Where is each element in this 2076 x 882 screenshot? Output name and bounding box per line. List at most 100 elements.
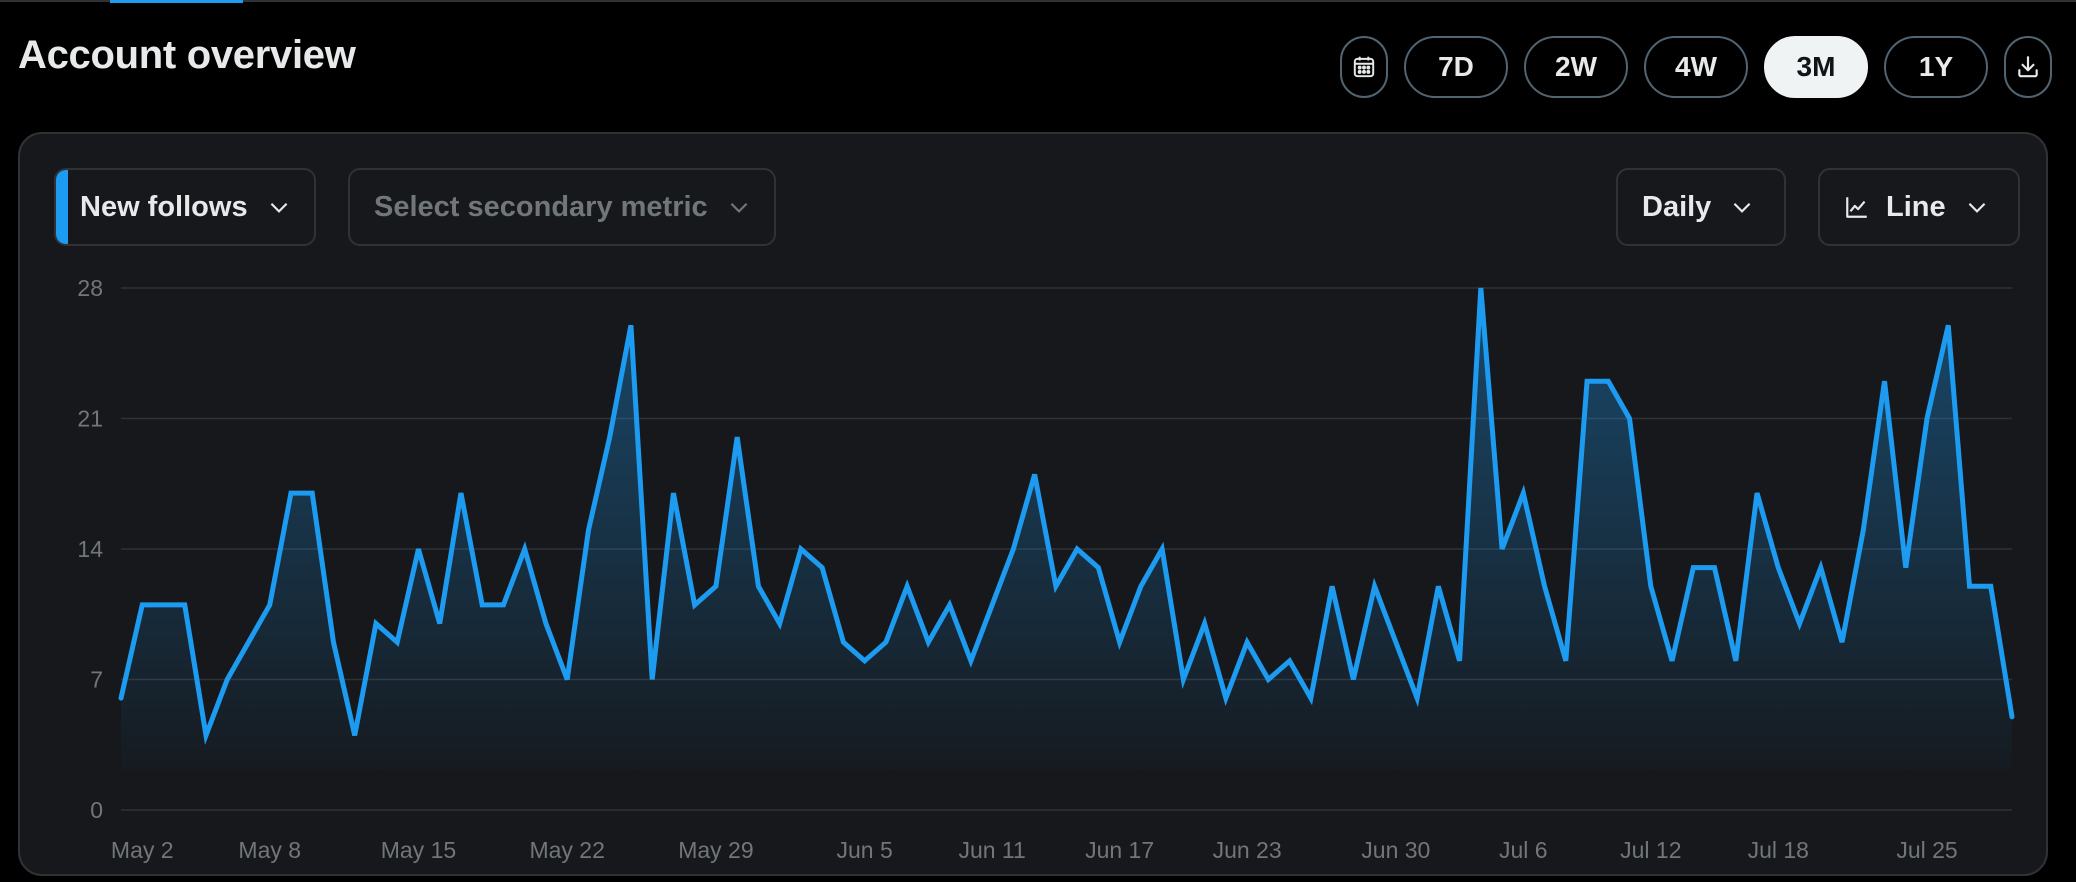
frequency-label: Daily (1642, 190, 1712, 223)
y-tick-label: 28 (77, 275, 103, 301)
x-tick-label: Jun 23 (1213, 837, 1282, 863)
data-point (1032, 472, 1037, 477)
data-point (1585, 379, 1590, 384)
data-point (1988, 584, 1993, 589)
data-point (1436, 584, 1441, 589)
data-point (1096, 565, 1101, 570)
x-tick-label: Jul 18 (1748, 837, 1809, 863)
data-point (1818, 565, 1823, 570)
data-point (288, 491, 293, 496)
data-point (225, 677, 230, 682)
data-point (1776, 565, 1781, 570)
data-point (246, 640, 251, 645)
new-follows-chart: 0 7 14 21 28 May 2 May 8 May 15 May 22 May 29 Jun … (77, 275, 2015, 863)
range-4w-button[interactable]: 4W (1644, 36, 1748, 98)
data-point (458, 491, 463, 496)
series-color-indicator (56, 170, 68, 244)
data-point (883, 640, 888, 645)
data-point (926, 640, 931, 645)
data-point (1308, 696, 1313, 701)
data-point (1903, 565, 1908, 570)
data-point (1478, 286, 1483, 291)
data-point (140, 602, 145, 607)
data-point (565, 677, 570, 682)
x-tick-label: May 2 (111, 837, 174, 863)
data-point (841, 640, 846, 645)
calendar-icon (1353, 56, 1375, 78)
data-point (1223, 696, 1228, 701)
data-point (1521, 491, 1526, 496)
range-3m-button[interactable]: 3M (1764, 36, 1868, 98)
data-point (1733, 658, 1738, 663)
data-point (1712, 565, 1717, 570)
data-point (1011, 547, 1016, 552)
line-chart-icon (1846, 197, 1867, 218)
data-point (119, 696, 124, 701)
range-2w-button[interactable]: 2W (1524, 36, 1628, 98)
data-point (862, 658, 867, 663)
data-point (1351, 677, 1356, 682)
download-icon (2018, 56, 2038, 78)
calendar-button[interactable] (1340, 36, 1388, 98)
data-point (1266, 677, 1271, 682)
download-button[interactable] (2004, 36, 2052, 98)
data-point (331, 640, 336, 645)
data-point (628, 323, 633, 328)
data-point (1372, 584, 1377, 589)
x-tick-label: Jul 12 (1620, 837, 1681, 863)
data-point (692, 602, 697, 607)
series-area (121, 288, 2012, 770)
data-point (310, 491, 315, 496)
range-7d-button[interactable]: 7D (1404, 36, 1508, 98)
data-point (1670, 658, 1675, 663)
top-divider (0, 0, 2076, 2)
x-tick-label: May 8 (238, 837, 301, 863)
x-tick-label: Jul 25 (1896, 837, 1957, 863)
data-point (182, 602, 187, 607)
data-point (1797, 621, 1802, 626)
chevron-down-icon (1968, 202, 1985, 213)
frequency-dropdown[interactable]: Daily (1616, 168, 1786, 246)
chevron-down-icon (1733, 202, 1751, 213)
data-point (586, 528, 591, 533)
chart-panel: New follows Select secondary metric Dail… (18, 132, 2048, 876)
x-tick-label: Jun 11 (958, 837, 1025, 863)
data-point (1160, 547, 1165, 552)
data-point (1691, 565, 1696, 570)
data-point (267, 602, 272, 607)
data-point (1840, 640, 1845, 645)
primary-metric-label: New follows (80, 190, 248, 223)
series-line-new-follows (118, 287, 2015, 746)
data-point (1563, 658, 1568, 663)
data-point (820, 565, 825, 570)
data-point (607, 435, 612, 440)
primary-metric-dropdown[interactable]: New follows (54, 168, 316, 246)
active-nav-indicator (110, 0, 243, 3)
data-point (1287, 658, 1292, 663)
data-point (947, 602, 952, 607)
data-point (671, 491, 676, 496)
data-point (1457, 658, 1462, 663)
data-point (1946, 323, 1951, 328)
y-tick-label: 14 (77, 536, 103, 562)
data-point (1181, 677, 1186, 682)
chevron-down-icon (270, 202, 287, 213)
secondary-metric-placeholder: Select secondary metric (374, 190, 708, 223)
data-point (203, 733, 208, 738)
x-tick-label: Jul 6 (1499, 837, 1548, 863)
x-tick-label: Jun 30 (1361, 837, 1430, 863)
data-point (1415, 696, 1420, 701)
date-range-selector: 7D 2W 4W 3M 1Y (1340, 36, 2052, 98)
data-point (1393, 640, 1398, 645)
data-point (1075, 547, 1080, 552)
data-point (522, 547, 527, 552)
chart-type-label: Line (1886, 190, 1946, 223)
range-1y-button[interactable]: 1Y (1884, 36, 1988, 98)
chart-type-dropdown[interactable]: Line (1818, 168, 2020, 246)
data-point (1925, 416, 1930, 421)
data-point (990, 602, 995, 607)
data-point (735, 435, 740, 440)
data-point (1606, 379, 1611, 384)
data-point (756, 584, 761, 589)
secondary-metric-dropdown[interactable]: Select secondary metric (348, 168, 776, 246)
